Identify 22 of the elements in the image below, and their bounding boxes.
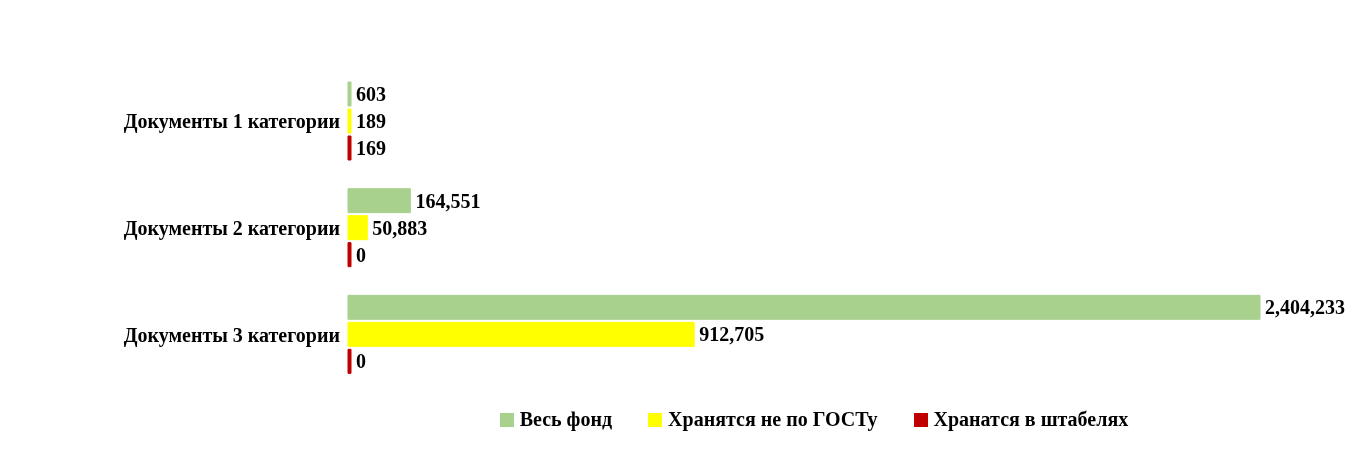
- legend-label: Весь фонд: [519, 408, 613, 431]
- bar: [347, 81, 352, 107]
- data-label: 189: [356, 110, 386, 132]
- y-tick-label: Документы 2 категории: [123, 217, 340, 241]
- bar: [347, 348, 352, 374]
- bar: [347, 108, 352, 134]
- data-label: 164,551: [415, 189, 481, 212]
- data-label: 0: [356, 350, 366, 373]
- y-tick-label: Документы 3 категории: [123, 323, 340, 347]
- bar: [347, 321, 695, 347]
- data-label: 50,883: [372, 216, 428, 239]
- data-label: 603: [356, 83, 386, 105]
- data-label: 912,705: [699, 323, 765, 346]
- y-tick-label: Документы 1 категории: [123, 110, 340, 134]
- data-label: 0: [356, 243, 366, 266]
- data-label: 169: [356, 137, 386, 159]
- legend-label: Хранатся в штабелях: [933, 408, 1129, 431]
- bar: [347, 294, 1261, 320]
- data-label: 2,404,233: [1265, 296, 1345, 319]
- bar: [347, 135, 352, 161]
- bar: [347, 242, 352, 268]
- legend-label: Хранятся не по ГОСТу: [668, 408, 878, 431]
